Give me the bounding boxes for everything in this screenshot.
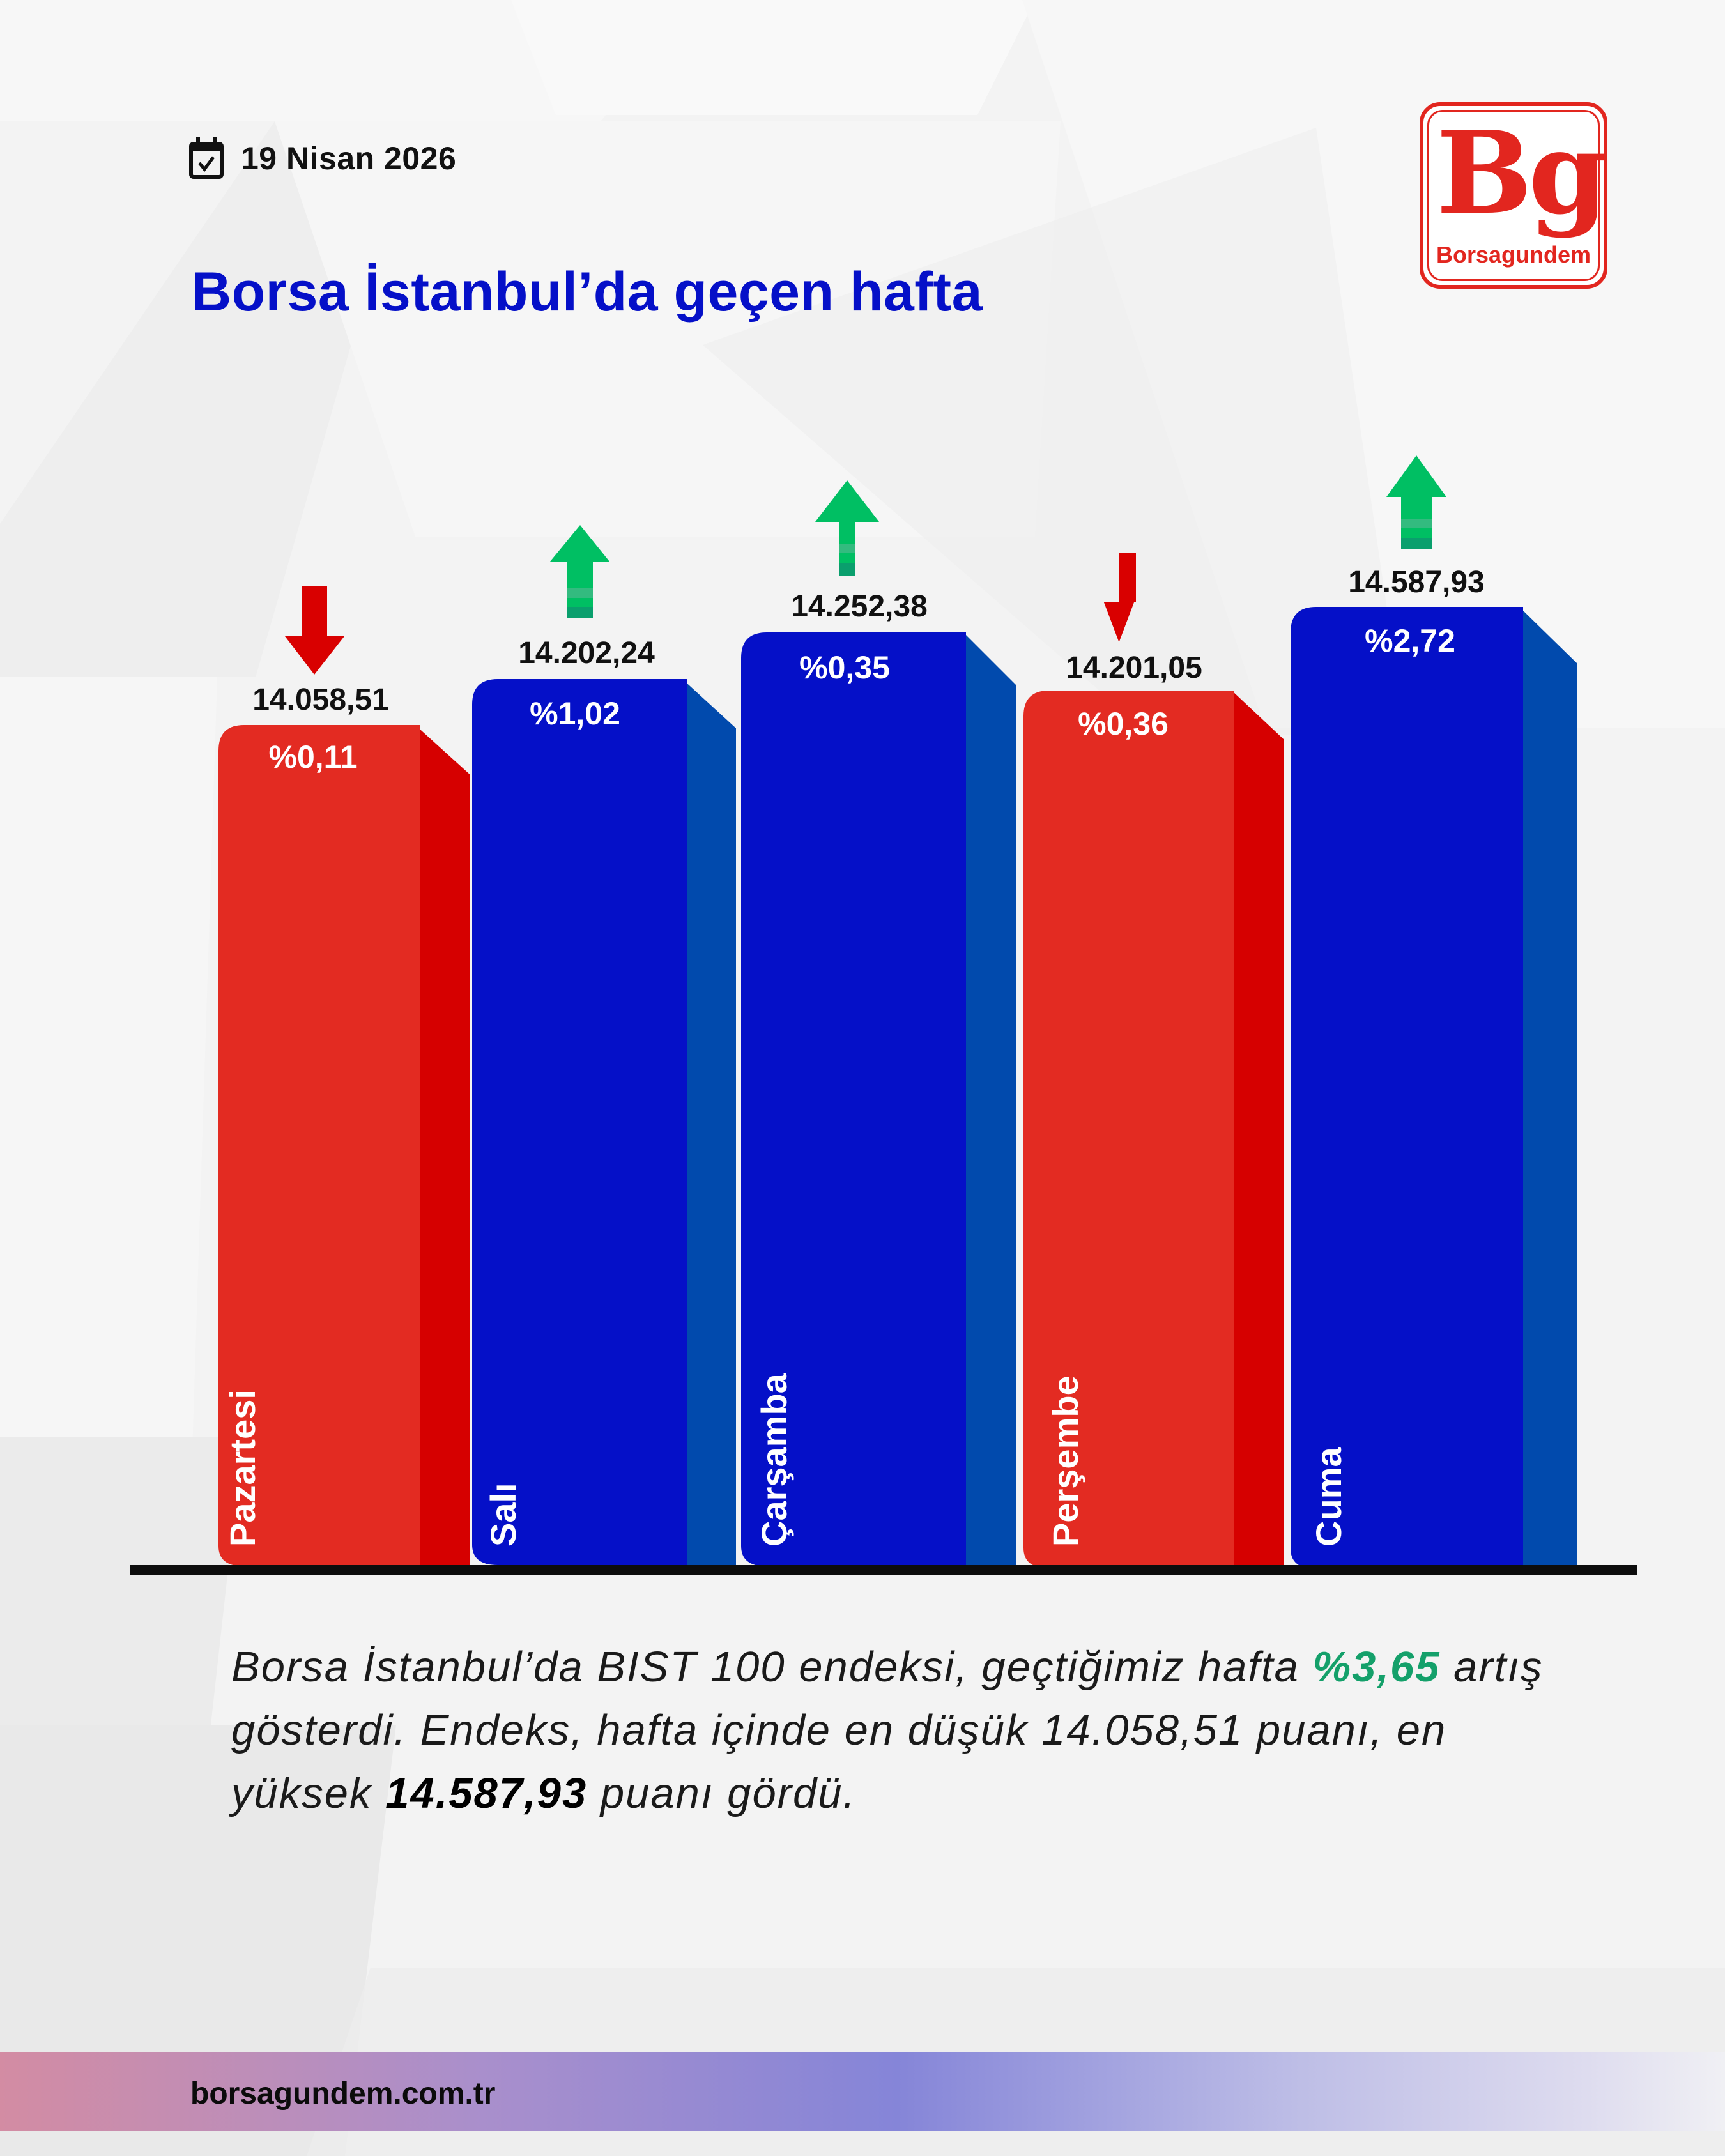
- bars-graphic: [218, 455, 1577, 1569]
- summary-text-2: artış gösterdi. Endeks, hafta içinde en …: [231, 1643, 1544, 1817]
- bar-pazartesi: [218, 725, 470, 1566]
- day-label-sali: Salı: [483, 1483, 523, 1547]
- day-label-persembe: Perşembe: [1045, 1375, 1085, 1547]
- footer-band: [0, 2052, 1725, 2131]
- bar-persembe: [1023, 691, 1284, 1568]
- day-label-cuma: Cuma: [1308, 1447, 1349, 1547]
- value-label-sali: 14.202,24: [518, 636, 655, 670]
- arrow-up-icon: [815, 480, 879, 576]
- change-label-carsamba: %0,35: [799, 650, 890, 685]
- bar-carsamba: [741, 632, 1016, 1566]
- weekly-change-highlight: %3,65: [1312, 1643, 1441, 1691]
- value-label-carsamba: 14.252,38: [791, 590, 928, 623]
- change-label-persembe: %0,36: [1078, 706, 1169, 742]
- day-label-carsamba: Çarşamba: [754, 1373, 794, 1547]
- change-label-sali: %1,02: [530, 696, 620, 731]
- bar-sali: [472, 679, 736, 1565]
- summary-text-1: Borsa İstanbul’da BIST 100 endeksi, geçt…: [231, 1643, 1313, 1691]
- arrow-up-icon: [1386, 455, 1446, 549]
- logo-monogram: Bg: [1436, 106, 1608, 240]
- change-label-pazartesi: %0,11: [268, 739, 358, 775]
- summary-text-3: puanı gördü.: [587, 1770, 857, 1817]
- value-label-cuma: 14.587,93: [1348, 565, 1485, 599]
- logo-name: Borsagundem: [1436, 241, 1591, 268]
- calendar-check-icon: [189, 137, 224, 179]
- change-label-cuma: %2,72: [1365, 623, 1455, 659]
- arrow-down-icon: [1104, 553, 1136, 641]
- borsagundem-logo: Bg Borsagundem: [1420, 102, 1608, 289]
- footer-url-link[interactable]: borsagundem.com.tr: [190, 2077, 496, 2111]
- bar-chart: 14.058,51 14.202,24 14.252,38 14.201,05 …: [130, 455, 1637, 1575]
- date-text: 19 Nisan 2026: [241, 141, 457, 176]
- weekly-high-highlight: 14.587,93: [385, 1770, 588, 1817]
- chart-baseline: [130, 1565, 1637, 1575]
- logo-inner-border: [1427, 110, 1600, 281]
- value-label-persembe: 14.201,05: [1066, 651, 1202, 685]
- arrow-down-icon: [285, 586, 344, 675]
- arrow-up-icon: [550, 525, 610, 618]
- page-title: Borsa İstanbul’da geçen hafta: [192, 261, 983, 323]
- summary-paragraph: Borsa İstanbul’da BIST 100 endeksi, geçt…: [231, 1635, 1573, 1825]
- bar-cuma: [1291, 607, 1577, 1569]
- day-label-pazartesi: Pazartesi: [222, 1389, 263, 1547]
- value-label-pazartesi: 14.058,51: [252, 683, 389, 717]
- date-row: 19 Nisan 2026: [188, 137, 456, 180]
